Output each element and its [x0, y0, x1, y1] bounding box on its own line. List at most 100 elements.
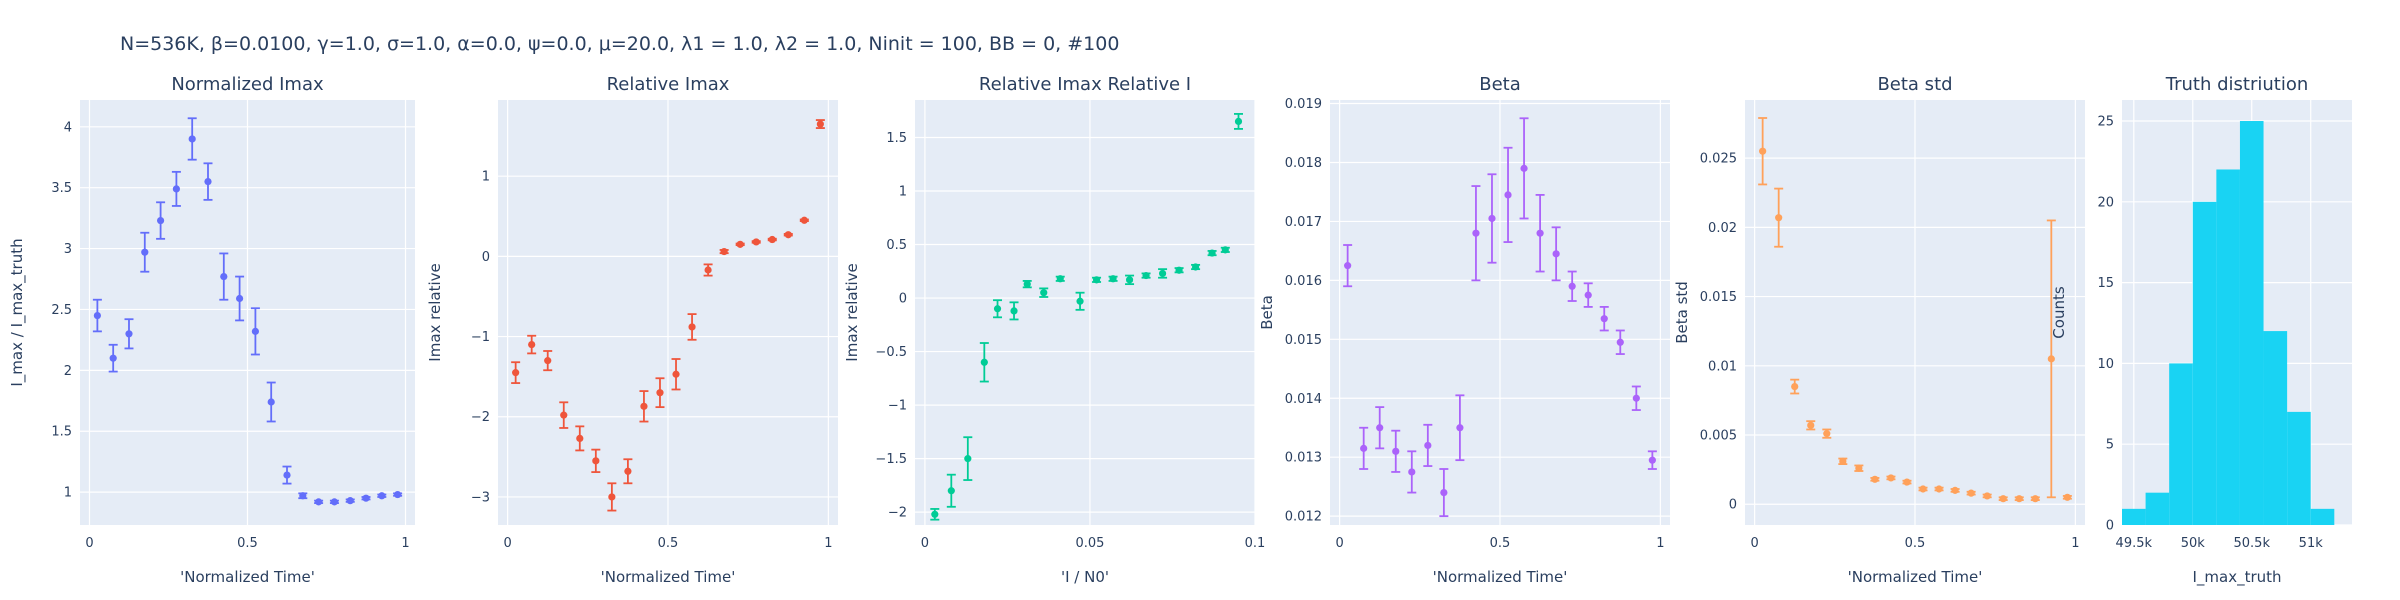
truth-distribution-title: Truth distriution [2165, 74, 2309, 95]
relative-imax-relative-i-ytick-label: 0 [899, 292, 907, 307]
relative-imax-point [544, 357, 552, 365]
beta-point [1632, 394, 1640, 402]
relative-imax-point [736, 240, 744, 248]
beta-point [1456, 424, 1464, 432]
relative-imax-ytick-label: −3 [471, 490, 490, 505]
beta-point [1376, 424, 1384, 432]
normalized-imax-point [394, 490, 402, 499]
relative-imax-point [624, 467, 632, 475]
beta-std-ytick-label: 0 [1729, 498, 1737, 513]
figure-title: N=536K, β=0.0100, γ=1.0, σ=1.0, α=0.0, ψ… [120, 33, 1119, 55]
beta-std-point [2031, 495, 2039, 503]
normalized-imax-point [188, 135, 196, 143]
truth-distribution-ytick-label: 20 [2097, 195, 2114, 210]
relative-imax-relative-i-point [1142, 271, 1150, 280]
normalized-imax-xtick-label: 1 [401, 536, 409, 551]
beta-std-xtick-label: 1 [2071, 536, 2079, 551]
truth-distribution-bar [2287, 411, 2311, 525]
normalized-imax-xtick-label: 0.5 [237, 536, 258, 551]
beta-std-point [1839, 457, 1847, 465]
relative-imax-point [800, 216, 808, 224]
normalized-imax-point [299, 492, 307, 500]
beta-std-point [1919, 485, 1927, 493]
relative-imax-relative-i-xtick-label: 0 [921, 536, 929, 551]
beta-point [1648, 456, 1656, 464]
relative-imax-title: Relative Imax [607, 74, 730, 95]
beta-point [1504, 191, 1512, 199]
beta-std-ytick-label: 0.01 [1708, 359, 1737, 374]
chart-normalized-imax: 1 1.5 2 2.5 3 3.5 4 0 0.5 1 Normalized Imax 'Normal… [8, 74, 415, 586]
relative-imax-xtick-label: 1 [824, 536, 832, 551]
normalized-imax-point [235, 294, 244, 303]
relative-imax-relative-i-point [1109, 275, 1117, 283]
relative-imax-point [752, 238, 760, 246]
beta-point [1584, 291, 1592, 299]
relative-imax-relative-i-ytick-label: 1.5 [886, 131, 907, 146]
normalized-imax-ytick-label: 2.5 [51, 303, 72, 318]
relative-imax-point [784, 231, 792, 239]
chart-beta-std: 0 0.005 0.01 0.015 0.02 0.025 0 0.5 1 Beta std 'No… [1673, 74, 2085, 586]
relative-imax-relative-i-x-axis-title: 'I / N0' [1061, 568, 1109, 586]
relative-imax-relative-i-ytick-label: −1 [888, 399, 907, 414]
relative-imax-relative-i-point [980, 358, 988, 366]
normalized-imax-ytick-label: 2 [64, 364, 72, 379]
truth-distribution-xtick-label: 50.5k [2234, 536, 2271, 551]
relative-imax-relative-i-plot-area [915, 100, 1255, 525]
normalized-imax-point [141, 248, 149, 256]
beta-std-point [1935, 485, 1943, 493]
normalized-imax-point [315, 498, 323, 506]
beta-point [1392, 447, 1400, 455]
normalized-imax-xtick-label: 0 [85, 536, 93, 551]
relative-imax-relative-i-point [1092, 276, 1101, 284]
beta-ytick-label: 0.016 [1285, 274, 1322, 289]
beta-std-point [1855, 464, 1863, 472]
relative-imax-point [704, 266, 712, 274]
beta-ytick-label: 0.013 [1285, 451, 1322, 466]
beta-point [1536, 229, 1544, 237]
relative-imax-relative-i-point [947, 487, 955, 495]
relative-imax-point [560, 411, 568, 419]
relative-imax-relative-i-point [1040, 289, 1048, 297]
normalized-imax-ytick-label: 1 [64, 486, 72, 501]
relative-imax-point [688, 323, 696, 331]
beta-point [1600, 315, 1608, 323]
relative-imax-relative-i-y-axis-title: Imax relative [843, 263, 861, 361]
normalized-imax-point [220, 272, 228, 281]
truth-distribution-bar [2145, 492, 2170, 525]
relative-imax-relative-i-point [1175, 266, 1183, 274]
beta-std-y-axis-title: Beta std [1673, 281, 1691, 344]
beta-point [1488, 214, 1496, 223]
beta-std-ytick-label: 0.005 [1700, 429, 1737, 444]
beta-point [1472, 229, 1480, 237]
beta-title: Beta [1479, 74, 1521, 95]
beta-std-point [1951, 486, 1959, 494]
beta-ytick-label: 0.015 [1285, 333, 1322, 348]
relative-imax-relative-i-point [1191, 263, 1200, 271]
relative-imax-relative-i-point [1234, 117, 1243, 126]
beta-point [1440, 488, 1448, 497]
truth-distribution-x-axis-title: I_max_truth [2192, 568, 2281, 587]
beta-xtick-label: 0 [1335, 536, 1343, 551]
relative-imax-point [512, 369, 520, 377]
relative-imax-ytick-label: −1 [471, 330, 490, 345]
beta-point [1568, 282, 1576, 290]
relative-imax-relative-i-ytick-label: 0.5 [886, 238, 907, 253]
beta-xtick-label: 0.5 [1490, 536, 1511, 551]
chart-relative-imax-relative-i: −2 −1.5 −1 −0.5 0 0.5 1 1.5 0 0.05 0.1 Relative Ima… [843, 74, 1265, 586]
normalized-imax-point [330, 498, 339, 506]
relative-imax-point [656, 389, 664, 397]
truth-distribution-bar [2122, 508, 2146, 525]
relative-imax-relative-i-point [931, 510, 939, 518]
beta-ytick-label: 0.017 [1285, 215, 1322, 230]
beta-point [1552, 250, 1560, 258]
truth-distribution-ytick-label: 10 [2097, 357, 2114, 372]
normalized-imax-point [283, 471, 291, 479]
normalized-imax-point [346, 497, 354, 505]
beta-std-ytick-label: 0.015 [1700, 290, 1737, 305]
beta-std-ytick-label: 0.02 [1708, 221, 1737, 236]
beta-std-point [1903, 478, 1911, 486]
beta-std-point [1759, 147, 1767, 155]
normalized-imax-point [109, 354, 117, 362]
relative-imax-relative-i-point [1023, 280, 1031, 288]
